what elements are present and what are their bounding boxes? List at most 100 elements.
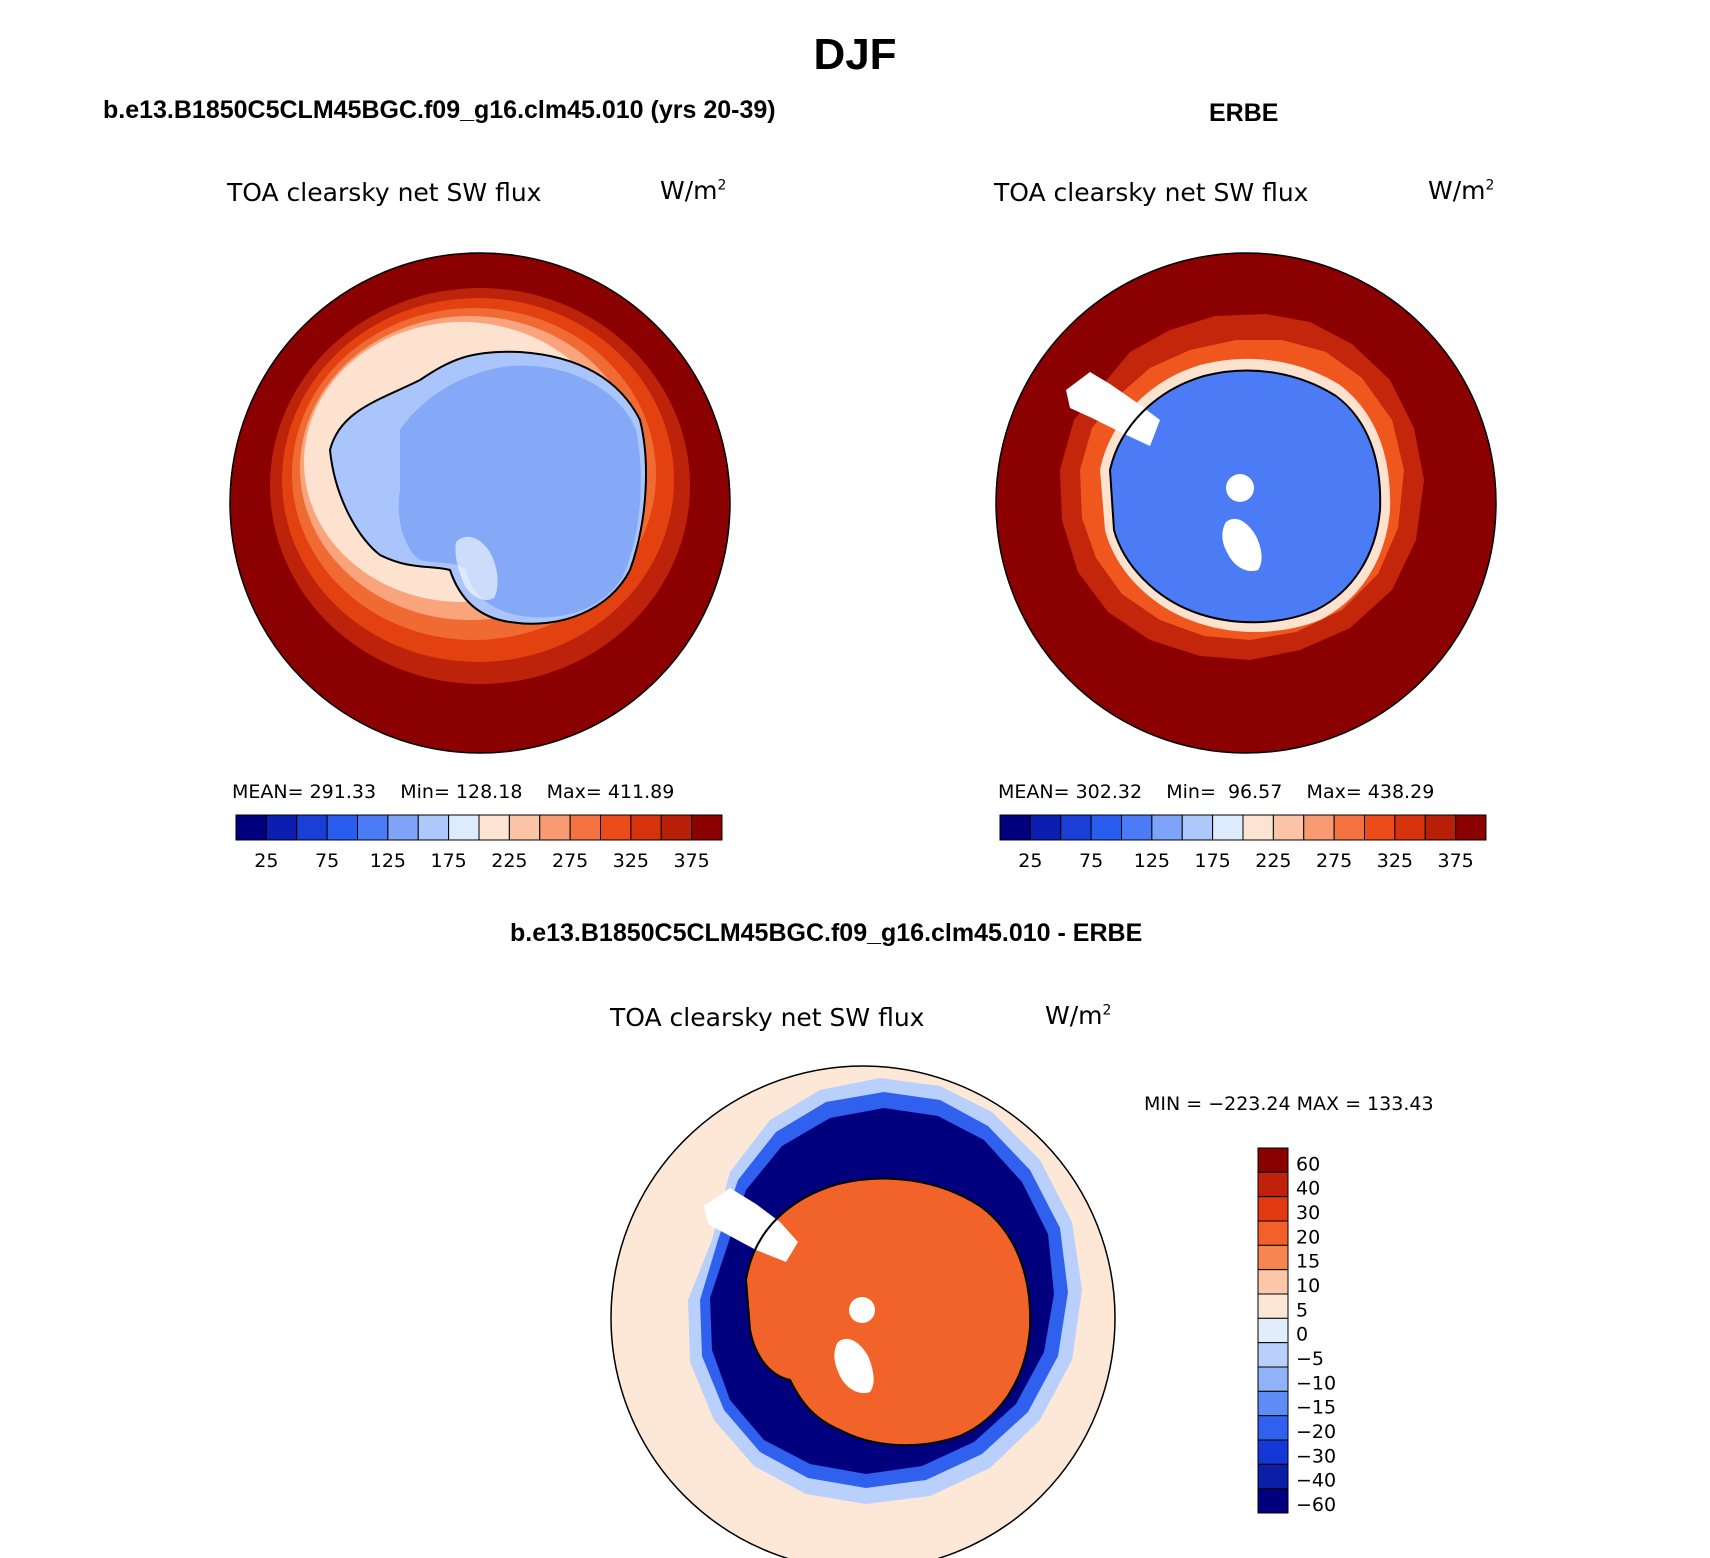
colorbar-1-swatch: [417, 814, 450, 841]
colorbar-3-tick-label: −60: [1296, 1494, 1336, 1516]
colorbar-1: 25 75 125 175 225 275 325 375: [235, 814, 723, 872]
colorbar-1-swatch: [478, 814, 510, 841]
colorbar-3-tick-label: −40: [1296, 1470, 1336, 1492]
colorbar-2-tick-label: 175: [1194, 850, 1230, 872]
colorbar-1-swatch: [660, 814, 693, 841]
colorbar-2-swatch: [1424, 814, 1457, 841]
colorbar-1-swatch: [508, 814, 541, 841]
colorbar-1-tick-label: 125: [370, 850, 406, 872]
colorbar-1-tick-label: 225: [491, 850, 527, 872]
panel1-min-value: 128.18: [455, 781, 523, 803]
colorbar-3-tick-label: 40: [1296, 1178, 1320, 1200]
colorbar-3-swatch: [1257, 1439, 1289, 1465]
colorbar-2-swatch: [1090, 814, 1122, 841]
panel2-stats: MEAN= 302.32 Min= 96.57 Max= 438.29: [998, 781, 1434, 803]
colorbar-3-swatch: [1257, 1415, 1289, 1441]
map1-boundary: [229, 252, 731, 754]
colorbar-1-swatch: [387, 814, 419, 841]
colorbar-3-tick-label: −30: [1296, 1445, 1336, 1467]
colorbar-2-swatch: [1364, 814, 1396, 841]
colorbar-3-tick-label: −20: [1296, 1421, 1336, 1443]
colorbar-3-swatch: [1257, 1293, 1289, 1319]
colorbar-3-tick-label: 60: [1296, 1153, 1320, 1175]
colorbar-3-tick-label: 20: [1296, 1226, 1320, 1248]
colorbar-3-tick-label: 10: [1296, 1275, 1320, 1297]
colorbar-1-swatch: [630, 814, 662, 841]
colorbar-1-swatch: [265, 814, 298, 841]
panel3-units-text: W/m: [1045, 1001, 1103, 1030]
colorbar-3-swatch: [1257, 1463, 1289, 1490]
panel2-units-exponent: 2: [1485, 177, 1495, 194]
panel2-units-text: W/m: [1428, 176, 1486, 205]
map3-missing-data: [704, 1188, 798, 1262]
panel3-units-exponent: 2: [1102, 1002, 1112, 1019]
colorbar-1-swatch: [357, 814, 389, 841]
panel2-case-title: ERBE: [1209, 99, 1279, 127]
colorbar-2-swatch: [999, 814, 1031, 841]
colorbar-3-swatch: [1257, 1488, 1289, 1514]
map2-boundary: [995, 252, 1497, 754]
colorbar-3-swatch: [1257, 1196, 1289, 1222]
colorbar-2-swatch: [1181, 814, 1214, 841]
colorbar-3-swatch: [1257, 1220, 1289, 1246]
map3-boundary: [610, 1065, 1116, 1558]
colorbar-2-tick-label: 125: [1134, 850, 1170, 872]
colorbar-2-tick-label: 225: [1255, 850, 1291, 872]
colorbar-1-tick-label: 175: [430, 850, 466, 872]
panel2-max-label: Max=: [1306, 781, 1362, 803]
colorbar-1-tick-label: 325: [613, 850, 649, 872]
panel2-variable-label: TOA clearsky net SW flux: [994, 178, 1309, 207]
colorbar-1-swatch: [539, 814, 571, 841]
colorbar-2-swatch: [1242, 814, 1274, 841]
map2-missing-data: [1066, 372, 1160, 446]
panel1-max-value: 411.89: [607, 781, 675, 803]
colorbar-2-tick-label: 75: [1079, 850, 1103, 872]
colorbar-1-swatch: [569, 814, 601, 841]
panel3-variable-label: TOA clearsky net SW flux: [610, 1003, 925, 1032]
panel2-min-value: 96.57: [1227, 781, 1283, 803]
colorbar-3-tick-label: 0: [1296, 1324, 1308, 1346]
colorbar-3-tick-label: 30: [1296, 1202, 1320, 1224]
panel1-max-label: Max=: [546, 781, 602, 803]
colorbar-2: 25 75 125 175 225 275 325 375: [999, 814, 1487, 872]
colorbar-2-tick-label: 275: [1316, 850, 1352, 872]
map2-ross-shelf: [1222, 518, 1262, 572]
colorbar-1-swatch: [691, 814, 723, 841]
colorbar-2-swatch: [1394, 814, 1426, 841]
panel1-mean-value: 291.33: [309, 781, 377, 803]
colorbar-1-swatch: [235, 814, 267, 841]
map1-ross-shelf: [455, 536, 498, 601]
panel3-stats: MIN = −223.24 MAX = 133.43: [1144, 1093, 1434, 1115]
colorbar-1-tick-label: 25: [254, 850, 278, 872]
colorbar-1-swatch: [600, 814, 632, 841]
panel1-units-exponent: 2: [717, 177, 727, 194]
colorbar-3-swatch: [1257, 1390, 1289, 1417]
colorbar-2-swatch: [1333, 814, 1365, 841]
map3-ross-shelf: [834, 1338, 874, 1394]
colorbar-3-tick-label: −5: [1296, 1348, 1324, 1370]
map2-polar-hole: [1226, 474, 1254, 502]
colorbar-3-swatch: [1257, 1171, 1289, 1198]
main-title: DJF: [813, 30, 897, 79]
panel2-min-label: Min=: [1166, 781, 1216, 803]
colorbar-3-swatch: [1257, 1366, 1289, 1392]
colorbar-3-tick-label: −15: [1296, 1397, 1336, 1419]
colorbar-3-swatch: [1257, 1147, 1289, 1173]
colorbar-2-swatch: [1455, 814, 1487, 841]
colorbar-2-swatch: [1303, 814, 1335, 841]
colorbar-2-tick-label: 375: [1437, 850, 1473, 872]
panel1-mean-label: MEAN=: [232, 781, 304, 803]
panel3-case-title: b.e13.B1850C5CLM45BGC.f09_g16.clm45.010 …: [510, 919, 1143, 947]
colorbar-2-swatch: [1121, 814, 1153, 841]
colorbar-1-swatch: [448, 814, 480, 841]
colorbar-3-swatch: [1257, 1244, 1289, 1271]
panel2-mean-value: 302.32: [1075, 781, 1143, 803]
panel2-mean-label: MEAN=: [998, 781, 1070, 803]
colorbar-3-swatch: [1257, 1269, 1289, 1295]
map3-coastline: [744, 1177, 1032, 1447]
panel1-units: W/m2: [660, 176, 726, 205]
map3: [610, 1065, 1116, 1558]
colorbar-2-swatch: [1272, 814, 1305, 841]
